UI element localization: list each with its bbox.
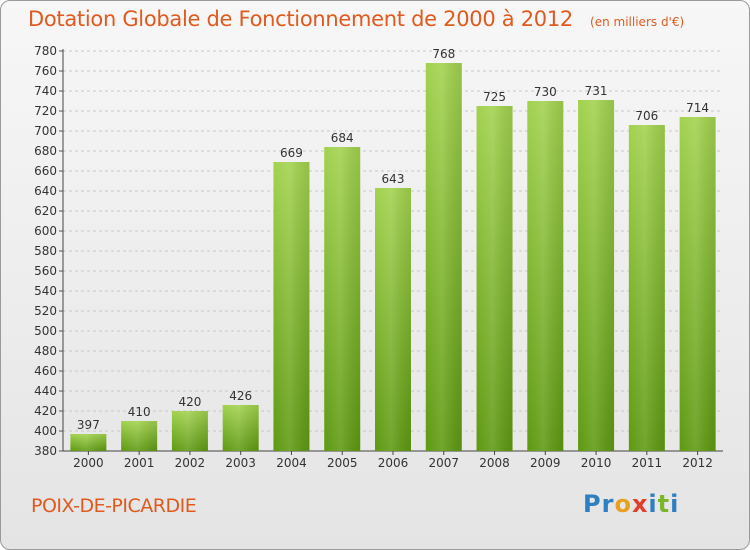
y-tick-label: 480: [34, 344, 57, 358]
y-tick-label: 740: [34, 84, 57, 98]
x-tick-label-2000: 2000: [73, 456, 104, 470]
x-tick-label-2002: 2002: [175, 456, 206, 470]
y-tick-label: 560: [34, 264, 57, 278]
bar-shine-2009: [527, 101, 564, 451]
bar-shine-2005: [324, 147, 361, 451]
y-tick-label: 780: [34, 44, 57, 58]
data-label-2005: 684: [331, 131, 354, 145]
logo-letter: i: [670, 490, 680, 518]
proxiti-logo: Proxiti: [583, 490, 679, 518]
x-tick-label-2005: 2005: [327, 456, 358, 470]
commune-name: POIX-DE-PICARDIE: [31, 495, 197, 517]
logo-letter: i: [648, 490, 658, 518]
y-tick-label: 520: [34, 304, 57, 318]
data-label-2008: 725: [483, 90, 506, 104]
bar-shine-2011: [628, 125, 665, 451]
x-tick-label-2004: 2004: [276, 456, 307, 470]
bar-shine-2000: [70, 434, 107, 451]
chart-title: Dotation Globale de Fonctionnement de 20…: [28, 7, 573, 31]
x-tick-label-2001: 2001: [124, 456, 155, 470]
x-tick-label-2008: 2008: [479, 456, 510, 470]
bar-shine-2010: [578, 100, 615, 451]
data-label-2007: 768: [432, 47, 455, 61]
bar-shine-2006: [375, 188, 411, 451]
y-tick-label: 700: [34, 124, 57, 138]
data-label-2012: 714: [686, 101, 709, 115]
bar-shine-2007: [425, 63, 462, 451]
data-label-2000: 397: [77, 418, 100, 432]
bar-shine-2002: [171, 411, 208, 451]
data-label-2002: 420: [178, 395, 201, 409]
y-tick-label: 500: [34, 324, 57, 338]
y-tick-label: 720: [34, 104, 57, 118]
x-tick-label-2012: 2012: [682, 456, 713, 470]
y-tick-label: 600: [34, 224, 57, 238]
data-label-2011: 706: [635, 109, 658, 123]
y-tick-label: 380: [34, 444, 57, 458]
y-tick-label: 640: [34, 184, 57, 198]
logo-letter: x: [631, 490, 649, 518]
x-tick-label-2006: 2006: [378, 456, 409, 470]
y-tick-label: 680: [34, 144, 57, 158]
bar-shine-2004: [273, 162, 310, 451]
bar-chart: 380 400 420 440 460 480 500 520 540 560 580 600 620 6…: [34, 44, 723, 470]
y-tick-label: 540: [34, 284, 57, 298]
x-tick-label-2009: 2009: [530, 456, 561, 470]
y-tick-label: 580: [34, 244, 57, 258]
data-label-2006: 643: [382, 172, 405, 186]
data-label-2010: 731: [585, 84, 608, 98]
y-tick-label: 420: [34, 404, 57, 418]
x-tick-label-2003: 2003: [225, 456, 256, 470]
y-tick-label: 660: [34, 164, 57, 178]
bar-layer: [70, 63, 716, 451]
data-label-2001: 410: [128, 405, 151, 419]
chart-header: Dotation Globale de Fonctionnement de 20…: [28, 7, 684, 31]
logo-letter: P: [583, 490, 602, 518]
y-tick-label: 760: [34, 64, 57, 78]
x-tick-label-2011: 2011: [632, 456, 663, 470]
bar-shine-2012: [679, 117, 716, 451]
data-label-2009: 730: [534, 85, 557, 99]
label-layer: 380 400 420 440 460 480 500 520 540 560 580 600 620 6…: [34, 44, 713, 470]
logo-letter: r: [601, 490, 615, 518]
data-label-2003: 426: [229, 389, 252, 403]
y-tick-label: 620: [34, 204, 57, 218]
bar-shine-2008: [476, 106, 513, 451]
y-tick-label: 400: [34, 424, 57, 438]
logo-letter: o: [614, 490, 632, 518]
bar-shine-2001: [121, 421, 158, 451]
bar-shine-2003: [222, 405, 259, 451]
y-tick-label: 440: [34, 384, 57, 398]
x-tick-label-2010: 2010: [581, 456, 612, 470]
data-label-2004: 669: [280, 146, 303, 160]
y-tick-label: 460: [34, 364, 57, 378]
chart-unit-note: (en milliers d'€): [590, 15, 685, 29]
logo-letter: t: [657, 490, 671, 518]
x-tick-label-2007: 2007: [428, 456, 459, 470]
